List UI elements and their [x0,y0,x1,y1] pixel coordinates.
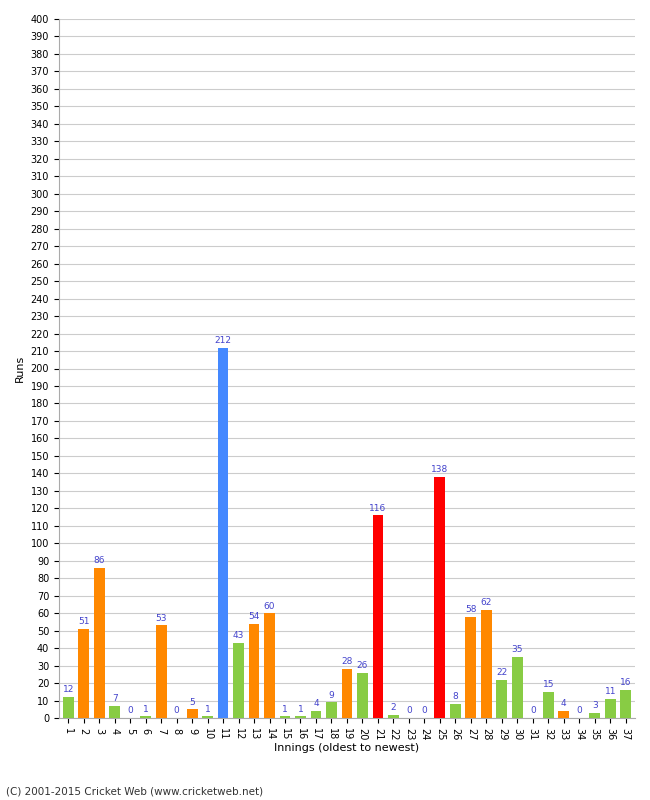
Text: 26: 26 [357,661,368,670]
Text: 53: 53 [155,614,167,622]
Text: 43: 43 [233,631,244,640]
Text: 212: 212 [214,336,231,345]
Text: 35: 35 [512,646,523,654]
Text: 116: 116 [369,504,387,513]
Y-axis label: Runs: Runs [15,355,25,382]
Text: 0: 0 [406,706,411,715]
Bar [311,711,321,718]
Bar [512,657,523,718]
Bar [218,347,229,718]
Bar [558,711,569,718]
Bar [372,515,384,718]
Text: 8: 8 [452,692,458,702]
Bar [94,568,105,718]
Bar [388,714,399,718]
Text: 11: 11 [604,687,616,696]
Bar [465,617,476,718]
Text: 51: 51 [78,618,90,626]
Bar [434,477,445,718]
X-axis label: Innings (oldest to newest): Innings (oldest to newest) [274,743,419,753]
Text: 138: 138 [431,466,448,474]
Bar [202,716,213,718]
Bar [543,692,554,718]
Bar [497,679,507,718]
Text: 7: 7 [112,694,118,703]
Bar [295,716,306,718]
Text: 0: 0 [127,706,133,715]
Text: 12: 12 [62,686,74,694]
Text: 3: 3 [592,701,597,710]
Bar [341,669,352,718]
Bar [109,706,120,718]
Text: 1: 1 [282,705,288,714]
Text: 0: 0 [577,706,582,715]
Bar [63,697,73,718]
Bar [187,710,198,718]
Text: 54: 54 [248,612,260,621]
Bar [357,673,368,718]
Text: 5: 5 [189,698,195,706]
Bar [604,698,616,718]
Bar [78,629,89,718]
Text: 4: 4 [561,699,567,708]
Text: 60: 60 [264,602,275,610]
Text: 16: 16 [620,678,631,687]
Text: 0: 0 [530,706,536,715]
Text: 28: 28 [341,658,353,666]
Text: 86: 86 [94,556,105,565]
Text: 0: 0 [174,706,179,715]
Text: 15: 15 [543,680,554,689]
Bar [248,624,259,718]
Bar [326,702,337,718]
Text: 1: 1 [143,705,148,714]
Bar [264,613,275,718]
Bar [450,704,461,718]
Bar [280,716,291,718]
Text: 4: 4 [313,699,318,708]
Bar [481,610,492,718]
Bar [620,690,631,718]
Text: (C) 2001-2015 Cricket Web (www.cricketweb.net): (C) 2001-2015 Cricket Web (www.cricketwe… [6,786,264,796]
Bar [590,713,600,718]
Text: 0: 0 [421,706,427,715]
Text: 62: 62 [480,598,492,607]
Bar [156,626,166,718]
Text: 1: 1 [298,705,304,714]
Text: 22: 22 [496,668,508,677]
Bar [233,643,244,718]
Text: 58: 58 [465,605,476,614]
Bar [140,716,151,718]
Text: 1: 1 [205,705,211,714]
Text: 9: 9 [329,690,334,700]
Text: 2: 2 [391,703,396,712]
